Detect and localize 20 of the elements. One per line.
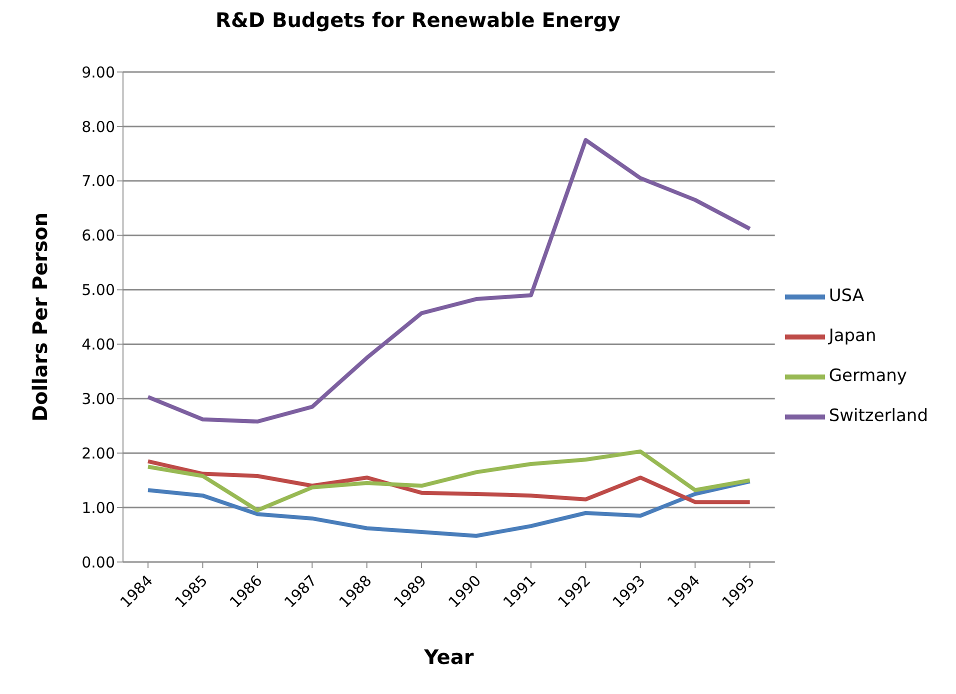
x-axis-title: Year xyxy=(423,645,474,669)
y-tick-label: 3.00 xyxy=(82,390,115,408)
y-tick-label: 4.00 xyxy=(82,336,115,354)
legend-label: Switzerland xyxy=(828,406,928,426)
y-tick-label: 2.00 xyxy=(82,444,115,462)
legend-label: USA xyxy=(828,286,864,306)
legend-label: Germany xyxy=(828,366,907,386)
y-tick-label: 5.00 xyxy=(82,281,115,300)
line-series xyxy=(146,449,752,512)
y-tick-label: 1.00 xyxy=(82,498,115,517)
y-tick-label: 6.00 xyxy=(82,226,115,245)
y-tick-label: 8.00 xyxy=(82,118,115,136)
y-tick-label: 9.00 xyxy=(82,63,115,82)
line-series xyxy=(146,138,752,424)
line-series xyxy=(146,459,752,504)
y-tick-label: 7.00 xyxy=(82,172,115,190)
y-tick-label: 0.00 xyxy=(82,553,115,572)
y-axis-title: Dollars Per Person xyxy=(28,212,52,422)
chart-title: R&D Budgets for Renewable Energy xyxy=(214,8,622,32)
legend-label: Japan xyxy=(828,326,876,346)
